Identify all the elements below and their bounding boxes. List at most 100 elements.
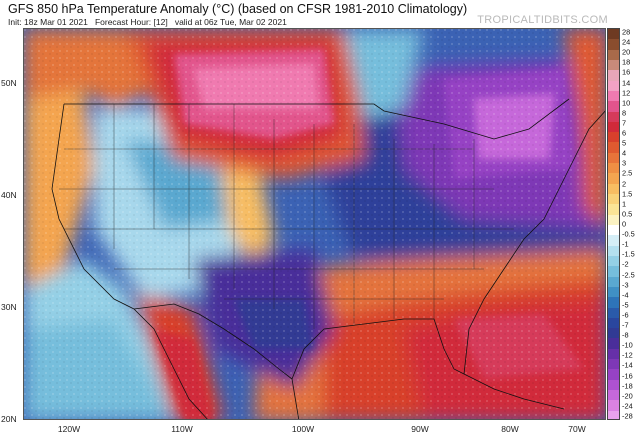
- colorbar-label: 3: [622, 158, 627, 168]
- colorbar-label: -6: [622, 310, 629, 320]
- colorbar-swatch: [608, 276, 619, 288]
- us-west-coast: [51, 103, 135, 310]
- lon-label-100w: 100W: [291, 424, 315, 434]
- colorbar-swatch: [608, 29, 619, 40]
- colorbar-swatch: [608, 70, 619, 82]
- colorbar-label: 8: [622, 108, 627, 118]
- colorbar-swatch: [608, 49, 619, 61]
- colorbar-swatch: [608, 307, 619, 319]
- colorbar-label: -1.5: [622, 249, 635, 259]
- colorbar-label: -18: [622, 381, 633, 391]
- colorbar-label: -24: [622, 401, 633, 411]
- colorbar-swatch: [608, 39, 619, 51]
- lon-label-80w: 80W: [501, 424, 519, 434]
- colorbar-swatch: [608, 204, 619, 216]
- colorbar-swatch: [608, 121, 619, 133]
- colorbar: [607, 28, 620, 420]
- colorbar-label: -14: [622, 360, 633, 370]
- colorbar-label: 14: [622, 78, 631, 88]
- colorbar-swatch: [608, 225, 619, 236]
- colorbar-swatch: [608, 379, 619, 391]
- colorbar-label: -12: [622, 350, 633, 360]
- colorbar-swatch: [608, 214, 619, 226]
- colorbar-swatch: [608, 317, 619, 329]
- lon-label-70w: 70W: [568, 424, 586, 434]
- anomaly-map: [23, 28, 606, 420]
- colorbar-swatch: [608, 400, 619, 412]
- colorbar-label: 5: [622, 138, 627, 148]
- state-lines: [59, 104, 514, 329]
- colorbar-swatch: [608, 286, 619, 298]
- site-credit: TROPICALTIDBITS.COM: [477, 14, 608, 26]
- colorbar-swatch: [608, 183, 619, 195]
- colorbar-label: -2: [622, 259, 629, 269]
- colorbar-swatch: [608, 235, 619, 247]
- baja-coast: [133, 308, 208, 419]
- colorbar-label: -7: [622, 320, 629, 330]
- colorbar-label: 18: [622, 57, 631, 67]
- colorbar-swatch: [608, 142, 619, 154]
- colorbar-label: -16: [622, 371, 633, 381]
- colorbar-label: 7: [622, 118, 627, 128]
- init-time: Init: 18z Mar 01 2021: [8, 17, 88, 27]
- colorbar-swatch: [608, 132, 619, 143]
- colorbar-label: 2: [622, 179, 627, 189]
- header: GFS 850 hPa Temperature Anomaly (°C) (ba…: [4, 0, 640, 28]
- colorbar-label: -0.5: [622, 229, 635, 239]
- atlantic-coast: [483, 110, 605, 300]
- colorbar-swatch: [608, 297, 619, 309]
- colorbar-label: 0: [622, 219, 627, 229]
- colorbar-swatch: [608, 59, 619, 71]
- colorbar-swatch: [608, 338, 619, 350]
- us-mexico-border: [133, 303, 293, 380]
- colorbar-swatch: [608, 90, 619, 102]
- colorbar-label: 24: [622, 37, 631, 47]
- colorbar-swatch: [608, 266, 619, 278]
- lat-label-20n: 20N: [1, 414, 17, 424]
- us-canada-border: [64, 98, 570, 140]
- colorbar-swatch: [608, 410, 619, 419]
- colorbar-label: -20: [622, 391, 633, 401]
- map-title: GFS 850 hPa Temperature Anomaly (°C) (ba…: [8, 2, 468, 16]
- colorbar-label: -8: [622, 330, 629, 340]
- colorbar-label: 1: [622, 199, 627, 209]
- mexico-gulf-coast: [291, 378, 300, 419]
- colorbar-label: -28: [622, 411, 633, 421]
- colorbar-label: -3: [622, 280, 629, 290]
- lat-label-30n: 30N: [1, 302, 17, 312]
- colorbar-swatch: [608, 348, 619, 360]
- colorbar-label: 1.5: [622, 189, 633, 199]
- colorbar-label: 20: [622, 47, 631, 57]
- colorbar-label: 28: [622, 27, 631, 37]
- colorbar-swatch: [608, 369, 619, 381]
- colorbar-swatch: [608, 173, 619, 185]
- colorbar-swatch: [608, 80, 619, 92]
- colorbar-swatch: [608, 194, 619, 205]
- colorbar-label: 12: [622, 88, 631, 98]
- colorbar-label: -4: [622, 290, 629, 300]
- lon-label-120w: 120W: [57, 424, 81, 434]
- forecast-hour: Forecast Hour: [12]: [94, 17, 168, 27]
- colorbar-swatch: [608, 152, 619, 164]
- lon-label-90w: 90W: [411, 424, 429, 434]
- colorbar-label: 0.5: [622, 209, 633, 219]
- colorbar-swatch: [608, 328, 619, 339]
- run-info: Init: 18z Mar 01 2021 Forecast Hour: [12…: [8, 17, 287, 27]
- colorbar-swatch: [608, 245, 619, 257]
- colorbar-label: -2.5: [622, 270, 635, 280]
- colorbar-swatch: [608, 101, 619, 113]
- field-texture: [24, 29, 605, 419]
- colorbar-label: -5: [622, 300, 629, 310]
- colorbar-label: 10: [622, 98, 631, 108]
- colorbar-label: -1: [622, 239, 629, 249]
- lat-label-40n: 40N: [1, 190, 17, 200]
- colorbar-swatch: [608, 255, 619, 267]
- colorbar-label: -10: [622, 340, 633, 350]
- map-canvas: [24, 29, 605, 419]
- cuba-outline: [463, 373, 565, 410]
- colorbar-swatch: [608, 390, 619, 401]
- lat-label-50n: 50N: [1, 78, 17, 88]
- colorbar-label: 16: [622, 67, 631, 77]
- valid-time: valid at 06z Tue, Mar 02 2021: [174, 17, 287, 27]
- colorbar-label: 6: [622, 128, 627, 138]
